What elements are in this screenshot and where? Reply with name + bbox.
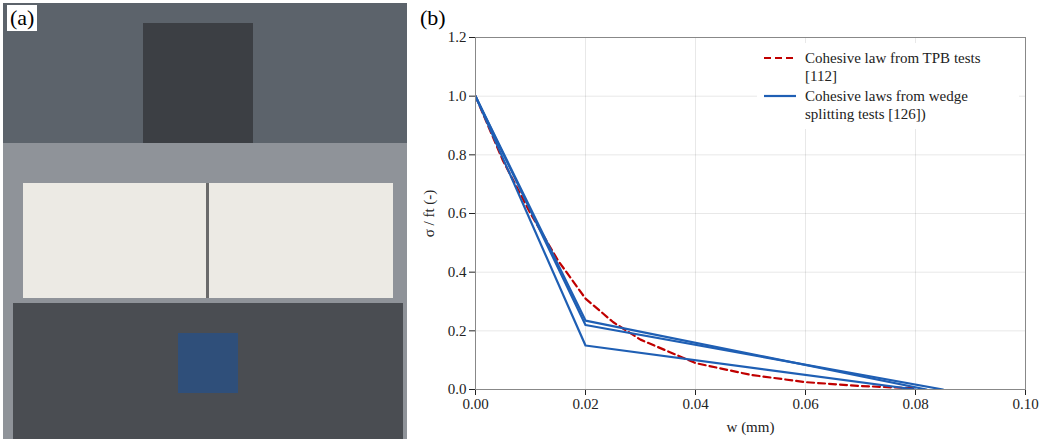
svg-text:0.04: 0.04 [682,396,709,412]
svg-text:0.00: 0.00 [462,396,488,412]
svg-text:0.06: 0.06 [792,396,819,412]
svg-text:σ / ft (-): σ / ft (-) [421,190,438,238]
svg-text:0.0: 0.0 [448,381,467,397]
svg-text:0.2: 0.2 [448,323,467,339]
svg-text:1.0: 1.0 [448,88,467,104]
svg-text:0.08: 0.08 [902,396,928,412]
html-text:(b): (b) [420,5,446,30]
html-text:(a): (a) [10,5,35,30]
svg-text:0.02: 0.02 [572,396,598,412]
html-text:Cohesive law from TPB tests [1: Cohesive law from TPB tests [112] [805,50,981,84]
svg-text:0.8: 0.8 [448,147,467,163]
svg-text:w (mm): w (mm) [727,419,775,436]
svg-text:0.4: 0.4 [448,264,467,280]
html-text:Cohesive laws from wedge split: Cohesive laws from wedge splitting tests… [805,88,968,122]
svg-text:1.2: 1.2 [448,29,467,45]
svg-text:0.10: 0.10 [1012,396,1038,412]
svg-text:0.6: 0.6 [448,205,467,221]
